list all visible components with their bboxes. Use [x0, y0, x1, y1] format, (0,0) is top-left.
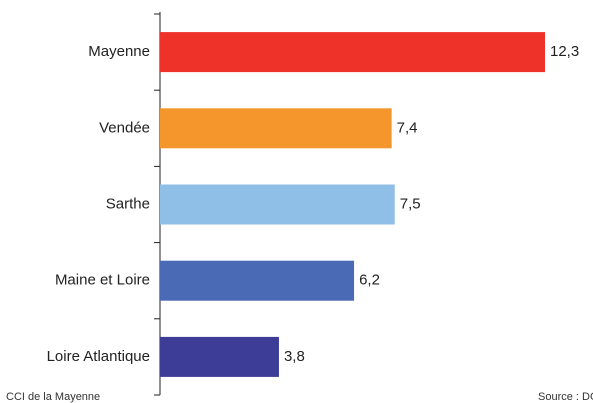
bar [160, 108, 392, 149]
value-label: 3,8 [284, 348, 305, 365]
bar [160, 336, 279, 377]
footer-right: Source : DGC [538, 391, 593, 403]
category-label: Maine et Loire [55, 272, 150, 289]
category-label: Loire Atlantique [47, 348, 150, 365]
category-label: Mayenne [88, 43, 150, 60]
bar [160, 260, 355, 301]
value-label: 7,5 [400, 195, 421, 212]
value-label: 6,2 [359, 272, 380, 289]
value-label: 7,4 [397, 119, 418, 136]
footer-left: CCI de la Mayenne [6, 391, 100, 403]
value-label: 12,3 [550, 43, 579, 60]
category-label: Vendée [99, 119, 150, 136]
bar [160, 32, 545, 73]
category-label: Sarthe [106, 195, 150, 212]
bar [160, 184, 395, 225]
